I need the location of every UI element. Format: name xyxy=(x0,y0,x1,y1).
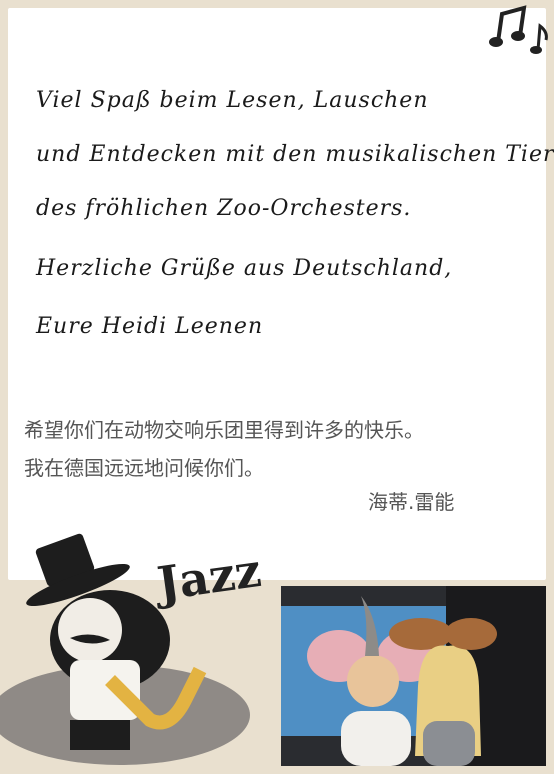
photo xyxy=(281,586,546,766)
jazz-illustration: Jazz xyxy=(0,533,264,765)
handwritten-line: des fröhlichen Zoo-Orchesters. xyxy=(36,196,412,221)
letter-card xyxy=(8,8,546,580)
chinese-line: 希望你们在动物交响乐团里得到许多的快乐。 xyxy=(24,418,424,442)
signature: 海蒂.雷能 xyxy=(368,490,455,514)
jazz-word: Jazz xyxy=(150,543,264,611)
handwritten-line: Viel Spaß beim Lesen, Lauschen xyxy=(36,88,429,113)
handwritten-line: Herzliche Grüße aus Deutschland, xyxy=(36,256,453,281)
chinese-line: 我在德国远远地问候你们。 xyxy=(24,456,264,480)
handwritten-line: und Entdecken mit den musikalischen Tier… xyxy=(36,142,554,167)
music-notes-icon xyxy=(489,5,548,54)
handwritten-line: Eure Heidi Leenen xyxy=(36,314,264,339)
